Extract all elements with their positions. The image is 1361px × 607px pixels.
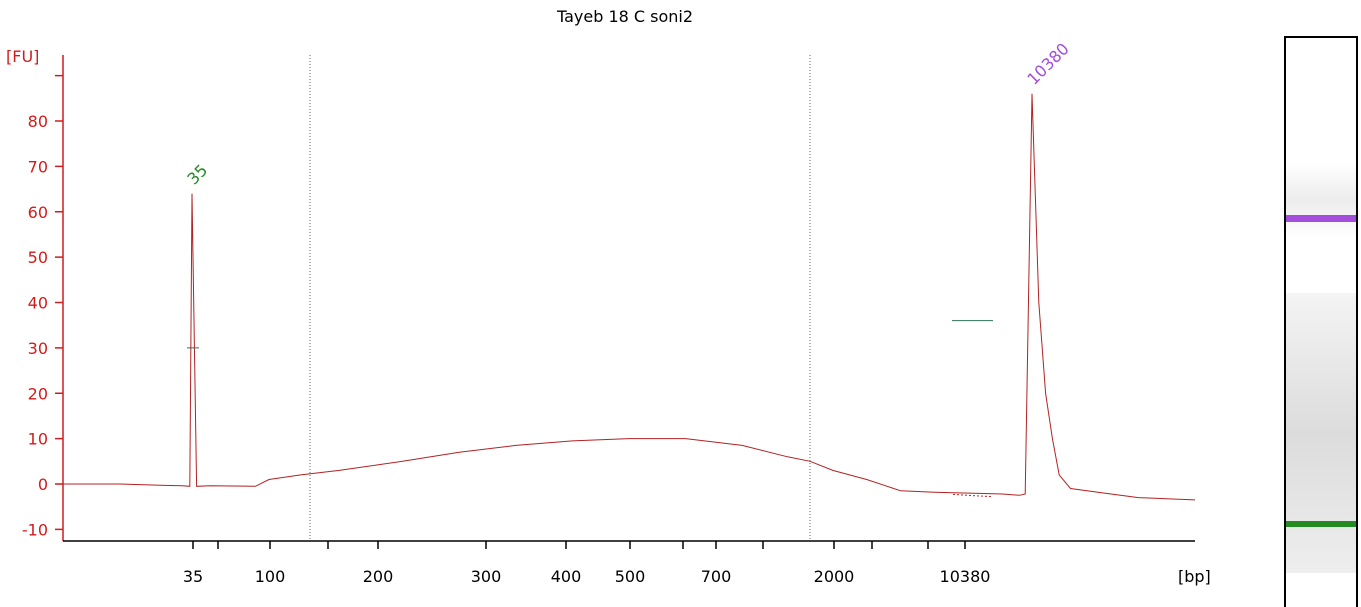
gel-smear-lower — [1286, 293, 1356, 573]
y-tick-label: 60 — [28, 203, 48, 222]
upper-marker-band — [1286, 215, 1356, 222]
lower-marker-band — [1286, 521, 1356, 527]
y-tick-label: 0 — [38, 475, 48, 494]
virtual-gel-lane — [1284, 36, 1358, 607]
x-tick-label: 300 — [471, 567, 502, 586]
y-ticks: -10 0 10 20 30 40 50 60 70 80 — [22, 74, 63, 539]
gel-smear — [1286, 163, 1356, 238]
x-tick-label: 10380 — [940, 567, 991, 586]
y-tick-label: 20 — [28, 384, 48, 403]
y-tick-label: 50 — [28, 248, 48, 267]
electropherogram-chart: Tayeb 18 C soni2 [FU] [bp] -10 0 10 20 30 40 5… — [6, 7, 1211, 586]
y-unit-label: [FU] — [6, 47, 39, 66]
y-tick-label: 10 — [28, 430, 48, 449]
y-tick-label: -10 — [22, 520, 48, 539]
x-tick-label: 2000 — [814, 567, 855, 586]
y-tick-label: 40 — [28, 294, 48, 313]
y-tick-label: 80 — [28, 112, 48, 131]
trace-line — [63, 93, 1196, 501]
x-tick-label: 200 — [363, 567, 394, 586]
region-markers — [309, 55, 811, 541]
x-tick-label: 400 — [551, 567, 582, 586]
x-tick-label: 500 — [615, 567, 646, 586]
peak-baseline — [952, 493, 993, 498]
x-tick-label: 700 — [701, 567, 732, 586]
y-tick-label: 30 — [28, 339, 48, 358]
peak-labels: 35 10380 — [183, 39, 1072, 188]
y-tick-label: 70 — [28, 157, 48, 176]
peak-label: 10380 — [1023, 39, 1072, 88]
peak-label: 35 — [183, 161, 211, 189]
x-ticks: 35 100 200 300 400 500 700 2000 10380 — [183, 541, 991, 586]
x-tick-label: 35 — [183, 567, 203, 586]
chart-title: Tayeb 18 C soni2 — [556, 7, 693, 26]
x-tick-label: 100 — [255, 567, 286, 586]
x-unit-label: [bp] — [1178, 567, 1211, 586]
series-group — [63, 93, 1196, 501]
